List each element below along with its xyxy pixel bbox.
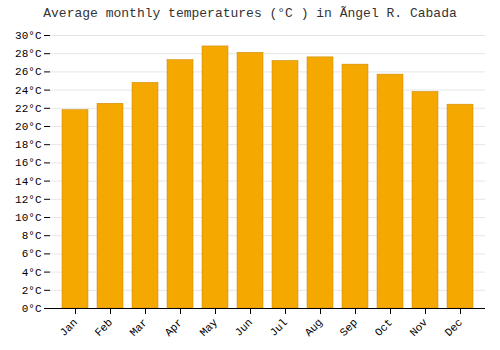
svg-text:4°C: 4°C <box>22 267 42 279</box>
svg-text:Jul: Jul <box>268 316 290 338</box>
svg-text:28°C: 28°C <box>15 48 42 60</box>
svg-text:0°C: 0°C <box>22 303 42 315</box>
svg-text:Jun: Jun <box>233 316 255 338</box>
svg-text:18°C: 18°C <box>15 139 42 151</box>
html-text:Average monthly temperatures (: Average monthly temperatures (°C ) in Ãn… <box>43 6 457 21</box>
svg-text:6°C: 6°C <box>22 248 42 260</box>
svg-text:24°C: 24°C <box>15 85 42 97</box>
svg-text:10°C: 10°C <box>15 212 42 224</box>
svg-text:Nov: Nov <box>408 316 431 339</box>
svg-text:Dec: Dec <box>443 316 465 338</box>
svg-text:30°C: 30°C <box>15 30 42 42</box>
svg-text:14°C: 14°C <box>15 176 42 188</box>
svg-text:Feb: Feb <box>93 316 115 338</box>
svg-text:20°C: 20°C <box>15 121 42 133</box>
svg-text:Aug: Aug <box>303 316 325 338</box>
svg-text:May: May <box>198 316 221 339</box>
svg-text:2°C: 2°C <box>22 285 42 297</box>
svg-text:26°C: 26°C <box>15 66 42 78</box>
svg-text:Mar: Mar <box>128 316 150 338</box>
svg-text:Sep: Sep <box>338 316 360 338</box>
svg-text:16°C: 16°C <box>15 157 42 169</box>
svg-text:12°C: 12°C <box>15 194 42 206</box>
svg-text:Jan: Jan <box>58 316 80 338</box>
svg-text:Apr: Apr <box>163 316 185 338</box>
svg-text:22°C: 22°C <box>15 103 42 115</box>
svg-text:Oct: Oct <box>373 316 395 338</box>
svg-text:8°C: 8°C <box>22 230 42 242</box>
